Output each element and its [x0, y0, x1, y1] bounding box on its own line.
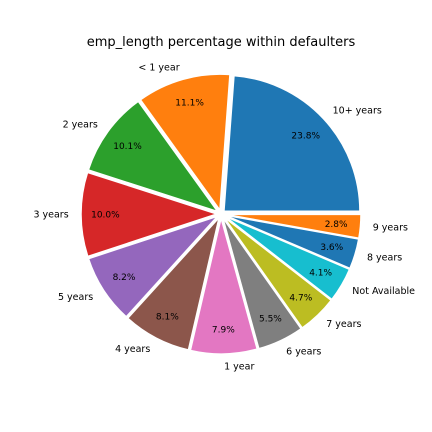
pie-pct-label-7-years: 4.7%	[289, 294, 312, 304]
pie-category-label-3-years: 3 years	[33, 209, 68, 220]
pie-pct-label-5-years: 8.2%	[113, 273, 136, 283]
pie-slice-1-year	[139, 73, 231, 213]
pie-category-label-not-available: Not Available	[352, 286, 415, 297]
pie-slice-9-years	[224, 213, 362, 240]
pie-category-label-2-years: 2 years	[63, 119, 98, 130]
pie-category-label-10-years: 10+ years	[333, 105, 382, 116]
pie-category-label-8-years: 8 years	[367, 252, 402, 263]
pie-pct-label-4-years: 8.1%	[156, 312, 179, 322]
pie-pct-label-3-years: 10.0%	[91, 210, 120, 220]
pie-pct-label-10-years: 23.8%	[291, 131, 320, 141]
pie-pct-label-9-years: 2.8%	[325, 220, 348, 230]
pie-slice-1-year	[189, 217, 259, 355]
pie-category-label-5-years: 5 years	[58, 292, 93, 303]
pie-category-label-9-years: 9 years	[373, 222, 408, 233]
pie-slice-5-years	[87, 214, 221, 318]
pie-pct-label-1-year: 11.1%	[175, 99, 204, 109]
pie-slice-3-years	[80, 171, 220, 258]
pie-pct-label-6-years: 5.5%	[259, 314, 282, 324]
pie-category-label-6-years: 6 years	[286, 347, 321, 358]
pie-pct-label-not-available: 4.1%	[309, 269, 332, 279]
pie-slice-not-available	[223, 215, 351, 301]
pie-category-label-1-year: 1 year	[224, 361, 254, 372]
pie-labels: 23.8% 10+ years 11.1% < 1 year 10.1% 2 years 1…	[33, 62, 415, 372]
pie-slice-2-years	[87, 100, 220, 214]
pie-slice-8-years	[224, 214, 360, 270]
pie-slice-6-years	[221, 217, 303, 350]
pie-pct-label-2-years: 10.1%	[113, 142, 142, 152]
pie-slice-10-years	[223, 74, 361, 213]
pie-slice-7-years	[223, 216, 333, 330]
pie-pct-label-1-year: 7.9%	[212, 326, 235, 336]
pie-category-label-1-year: < 1 year	[138, 62, 179, 73]
pie-category-label-4-years: 4 years	[115, 344, 150, 355]
pie-pct-label-8-years: 3.6%	[320, 243, 343, 253]
pie-category-label-7-years: 7 years	[326, 319, 361, 330]
pie-slices	[80, 73, 362, 355]
chart-title: emp_length percentage within defaulters	[87, 35, 356, 50]
pie-slice-4-years	[126, 214, 221, 351]
